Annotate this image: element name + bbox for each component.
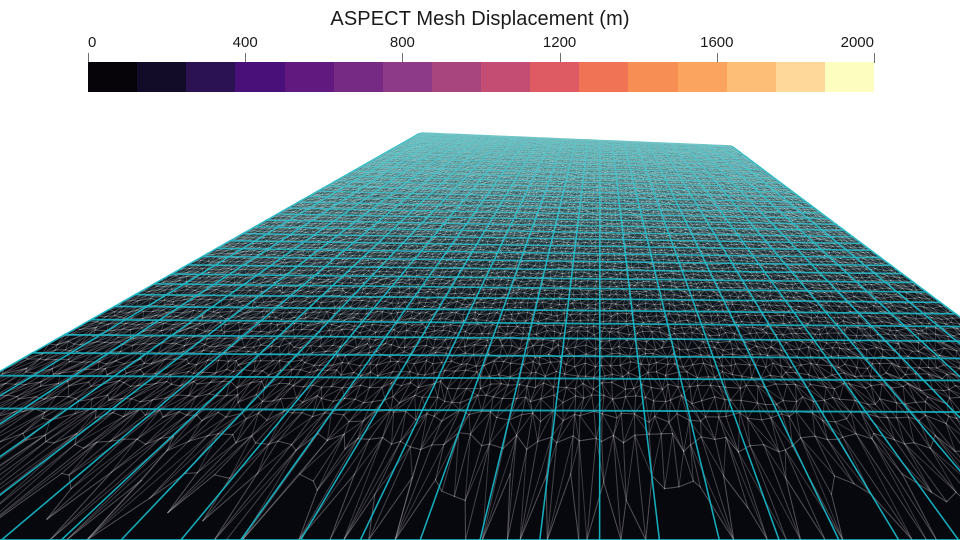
color-bar-band: [382, 62, 432, 92]
color-bar-band: [824, 62, 874, 92]
legend-tick-labels: 0 400 800 1200 1600 2000: [88, 34, 874, 54]
legend-tick-mark: [874, 53, 875, 63]
color-bar-band: [284, 62, 334, 92]
legend-tick-mark: [402, 53, 404, 63]
color-legend: ASPECT Mesh Displacement (m) 0 400 800 1200…: [0, 0, 960, 120]
legend-tick-label: 0: [88, 34, 96, 51]
legend-tick-mark: [716, 53, 718, 63]
mesh-surface: [0, 120, 960, 540]
background-mask: [0, 120, 960, 146]
legend-tick-mark: [88, 53, 89, 63]
color-bar-band: [186, 62, 236, 92]
color-bar-band: [726, 62, 776, 92]
color-bar-band: [628, 62, 678, 92]
legend-tick-mark: [245, 53, 247, 63]
legend-tick-label: 1600: [700, 34, 733, 51]
far-edge-line: [420, 132, 732, 147]
color-bar-band: [431, 62, 481, 92]
legend-tick-label: 1200: [543, 34, 576, 51]
distance-haze: [0, 133, 960, 540]
legend-tick-label: 400: [233, 34, 258, 51]
color-bar-band: [235, 62, 285, 92]
color-bar-band: [481, 62, 531, 92]
legend-title: ASPECT Mesh Displacement (m): [0, 8, 960, 31]
color-bar-band: [333, 62, 383, 92]
color-bar-band: [775, 62, 825, 92]
legend-tick-mark: [559, 53, 561, 63]
color-bar-band: [579, 62, 629, 92]
legend-tick-marks: [88, 53, 875, 63]
color-bar-band: [530, 62, 580, 92]
color-bar-band: [677, 62, 727, 92]
color-bar-band: [88, 62, 138, 92]
color-bar[interactable]: [88, 62, 874, 92]
color-bar-band: [137, 62, 187, 92]
legend-tick-label: 800: [390, 34, 415, 51]
legend-tick-label: 2000: [841, 34, 874, 51]
mesh-viewport[interactable]: [0, 120, 960, 540]
